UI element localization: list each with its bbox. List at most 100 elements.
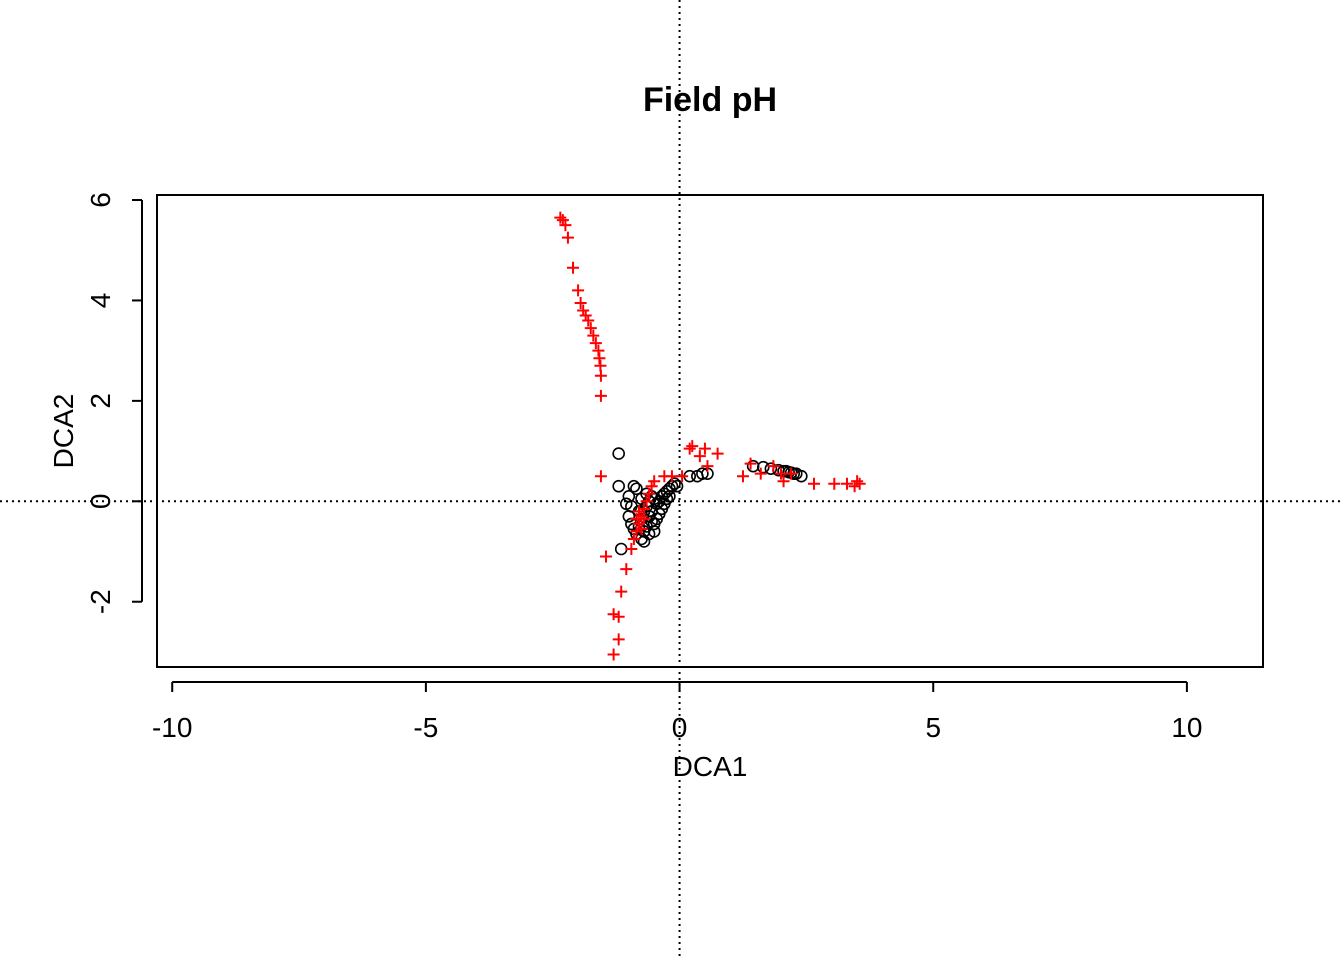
species-point (851, 475, 864, 488)
y-tick-label: -2 (85, 589, 116, 614)
y-tick-label-group: 4 (85, 293, 116, 309)
site-point (645, 505, 658, 518)
site-point (663, 489, 676, 503)
chart-title: Field pH (643, 81, 777, 119)
species-point (567, 261, 580, 274)
species-point (593, 352, 606, 365)
species-point (612, 633, 625, 646)
x-axis-label: DCA1 (673, 751, 748, 782)
y-tick-label: 4 (85, 293, 116, 309)
site-point (627, 479, 641, 493)
x-tick-label: -5 (413, 712, 438, 743)
species-point (754, 467, 767, 480)
species-point (620, 563, 633, 576)
site-point (746, 459, 760, 473)
site-point (795, 469, 808, 483)
species-point (683, 442, 696, 455)
species-point (559, 219, 572, 232)
site-point (670, 479, 684, 493)
x-axis: -10 -5 0 5 10 (152, 681, 1202, 743)
species-point (579, 309, 592, 322)
site-point (614, 542, 628, 556)
species-point (627, 532, 640, 545)
site-point (622, 510, 636, 523)
species-point (572, 284, 585, 297)
species-point (607, 608, 620, 621)
species-point (736, 470, 749, 483)
y-tick-label: 6 (85, 192, 116, 208)
species-point (632, 505, 645, 518)
site-point (668, 477, 681, 491)
site-point (660, 492, 674, 506)
site-point (647, 525, 661, 538)
species-point (848, 480, 861, 493)
species-point (775, 467, 788, 480)
species-point (785, 467, 798, 480)
species-point (594, 470, 607, 483)
species-point (594, 369, 607, 382)
species-point (665, 470, 678, 483)
species-point (625, 543, 638, 555)
y-tick-label-group: 2 (85, 393, 116, 409)
species-point (698, 442, 711, 455)
species-point (808, 477, 821, 490)
species-point (612, 610, 625, 623)
species-point (643, 487, 656, 500)
y-tick-label: 0 (85, 494, 116, 510)
species-point (686, 440, 699, 453)
species-point (594, 389, 607, 402)
plot-frame (156, 194, 1264, 668)
species-point (767, 460, 780, 473)
species-point (599, 550, 612, 563)
y-tick-label: 2 (85, 393, 116, 409)
x-tick-label: 10 (1171, 712, 1202, 743)
y-tick-label-group: 0 (85, 494, 116, 510)
species-point (828, 477, 841, 490)
species-point (693, 450, 706, 463)
x-tick-label: 0 (672, 712, 688, 743)
site-point (764, 462, 778, 475)
species-point (635, 522, 648, 535)
species-point (556, 214, 569, 227)
species-point (701, 460, 714, 473)
species-point (554, 211, 567, 224)
species-point (711, 447, 724, 460)
x-tick-label: -10 (152, 712, 192, 743)
species-point (574, 296, 587, 309)
species-point (584, 322, 597, 335)
y-tick-label-group: 6 (85, 192, 116, 208)
species-point (577, 304, 590, 317)
species-point (635, 510, 648, 523)
species-point (594, 359, 607, 372)
species-point (630, 525, 643, 538)
species-point (615, 585, 628, 598)
site-point (622, 489, 636, 503)
site-point (612, 479, 625, 493)
species-point (645, 480, 658, 493)
species-point (676, 470, 689, 483)
species-point (592, 344, 605, 357)
species-point (853, 477, 866, 490)
y-axis-label: DCA2 (48, 394, 79, 469)
species-point (561, 231, 574, 244)
site-point (756, 460, 770, 474)
y-axis: -2 0 2 4 6 (85, 192, 143, 614)
species-point (589, 337, 602, 350)
y-tick-label-group: -2 (85, 589, 116, 614)
species-point (648, 475, 661, 488)
species-point (840, 477, 853, 490)
species-point (744, 457, 757, 470)
site-point (612, 447, 625, 460)
species-point (632, 517, 645, 530)
species-point (607, 648, 620, 661)
species-point (587, 329, 600, 342)
x-tick-label: 5 (925, 712, 941, 743)
species-point (777, 475, 790, 488)
data-points (554, 211, 866, 661)
species-point (638, 512, 651, 525)
species-point (638, 502, 651, 515)
species-point (640, 495, 653, 508)
species-point (582, 314, 595, 327)
site-point (696, 467, 709, 480)
